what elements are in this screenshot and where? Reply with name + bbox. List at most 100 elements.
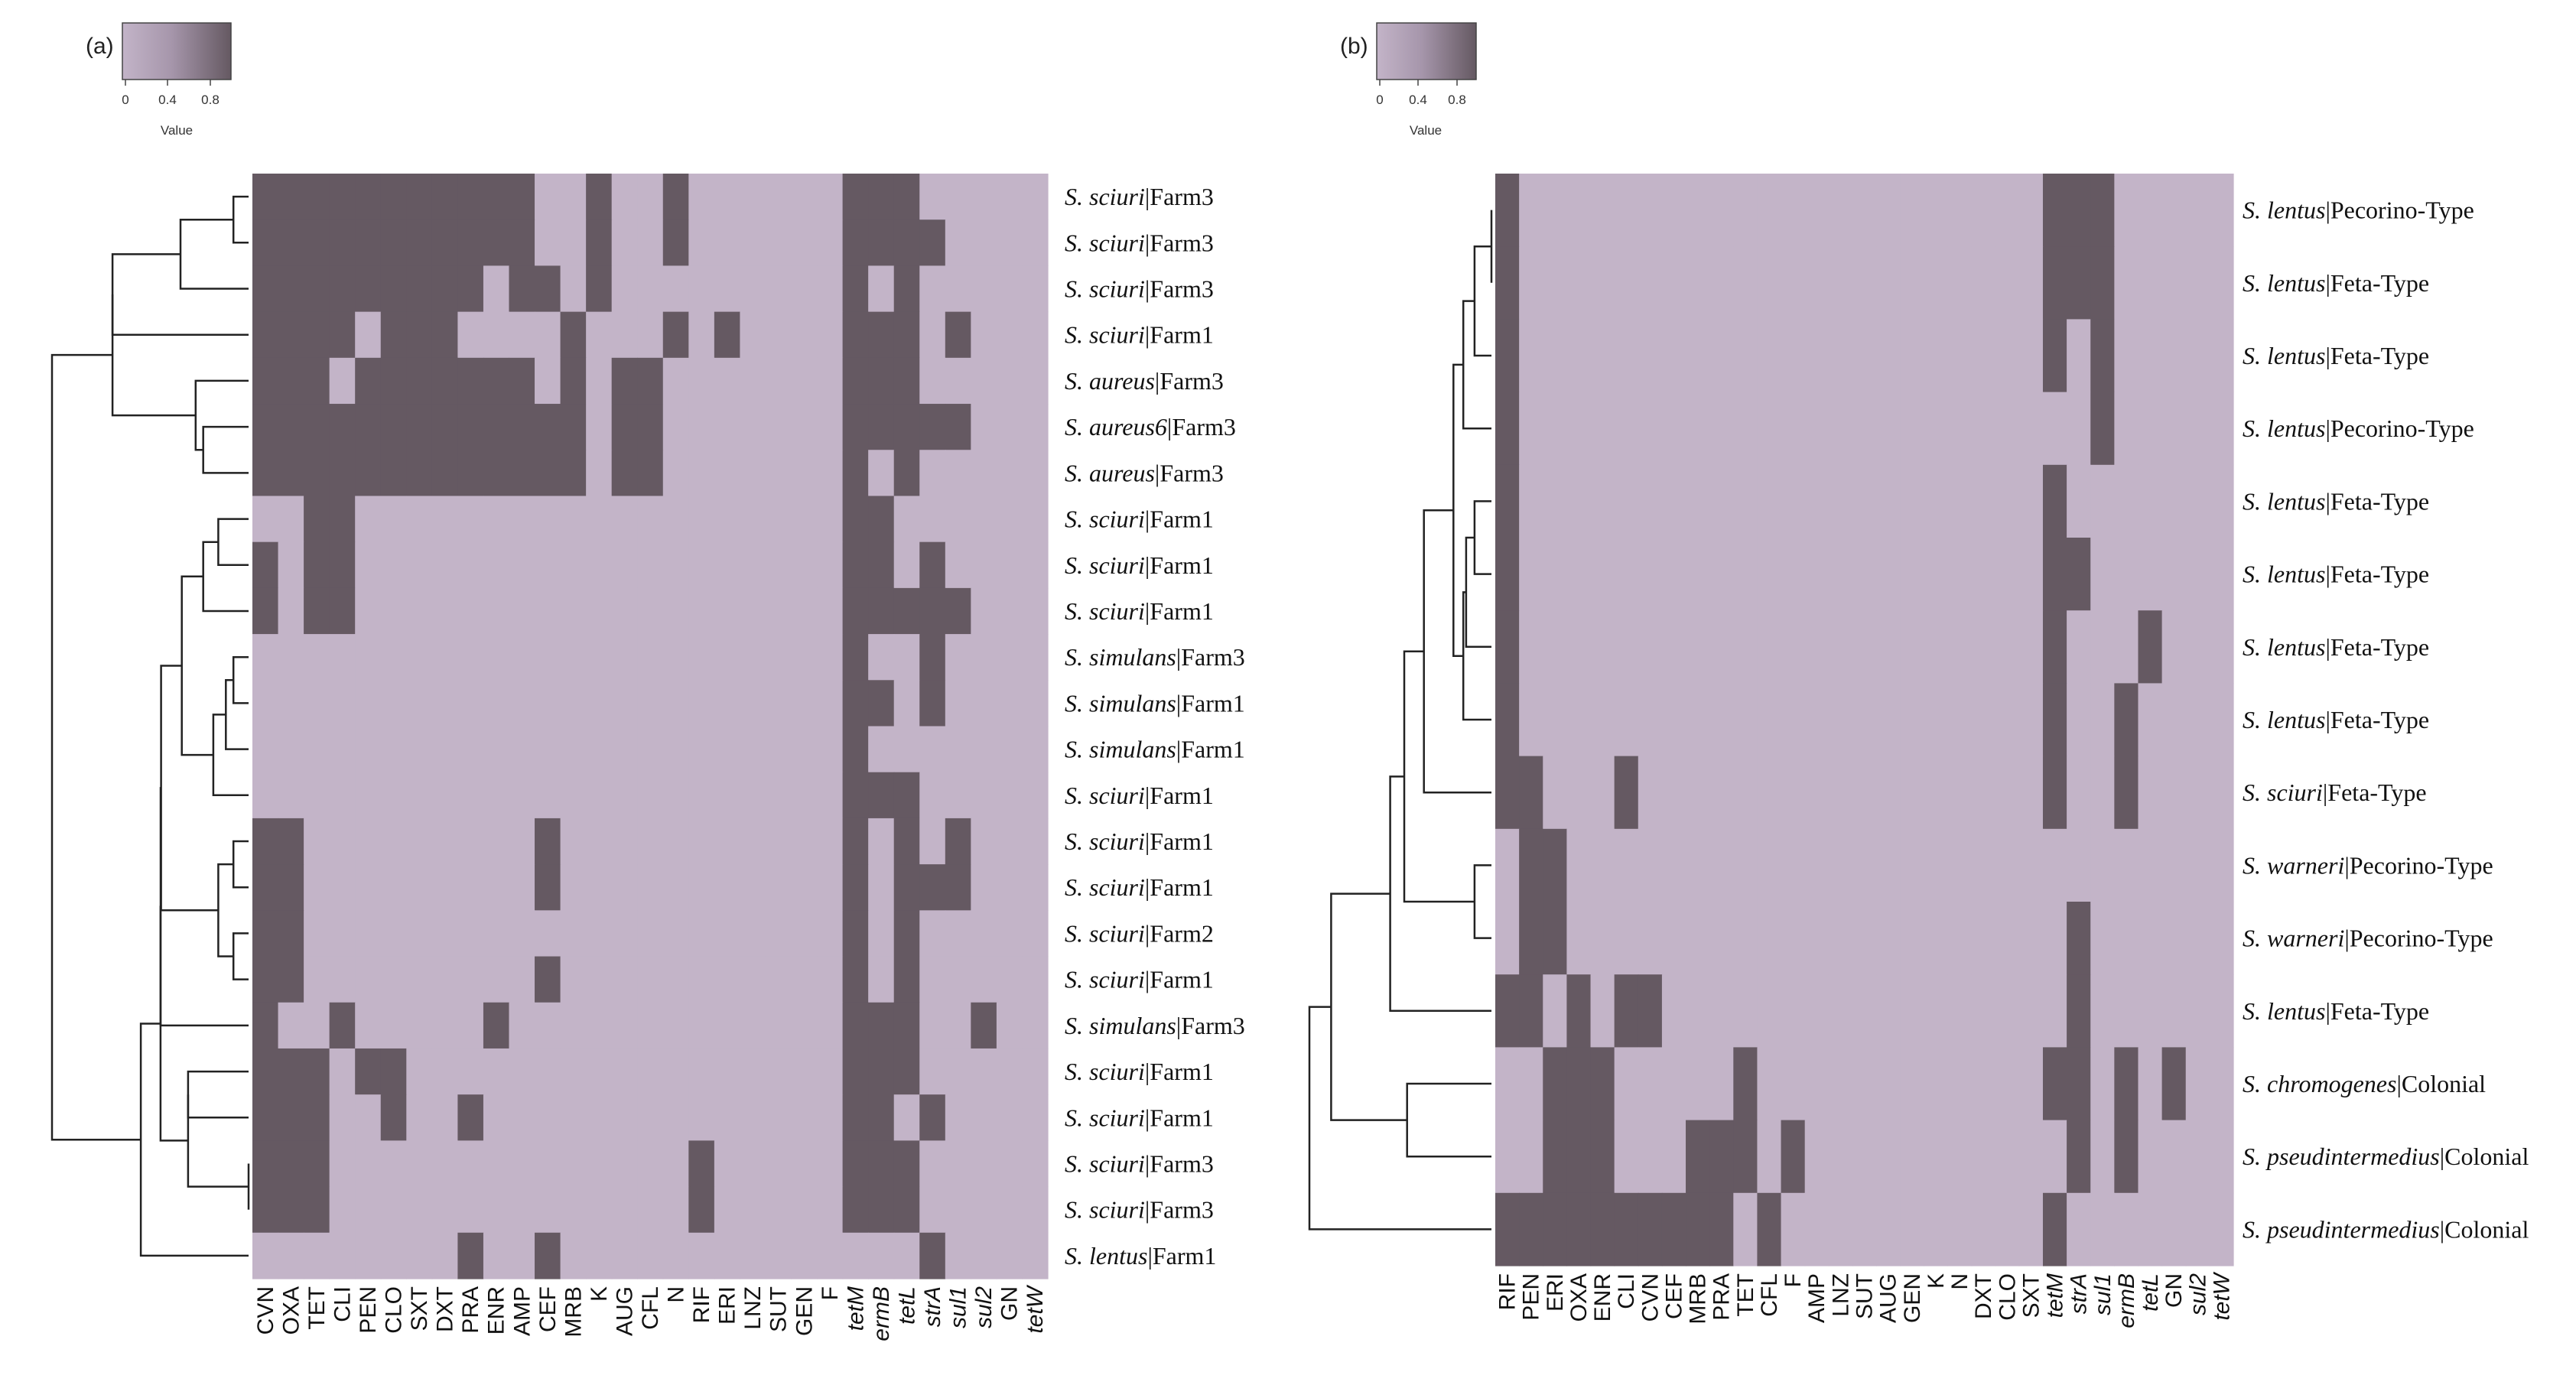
heatmap-cell	[2042, 610, 2067, 684]
heatmap-cell	[2067, 756, 2091, 830]
heatmap-cell	[611, 265, 638, 313]
row-label-source: |Farm3	[1155, 367, 1224, 395]
heatmap-cell	[1804, 538, 1830, 611]
heatmap-cell	[868, 1140, 895, 1188]
heatmap-cell	[535, 174, 561, 220]
heatmap-cell	[2042, 319, 2067, 393]
heatmap-cell	[560, 1232, 587, 1279]
heatmap-cell	[1519, 246, 1543, 320]
column-label: LNZ	[740, 1286, 766, 1330]
heatmap-cell	[586, 174, 613, 220]
heatmap-cell	[1543, 1192, 1567, 1266]
heatmap-cell	[868, 265, 895, 313]
heatmap-cell	[817, 1186, 844, 1234]
row-label-species: S. warneri	[2243, 851, 2344, 879]
row-label-source: |Farm1	[1147, 1242, 1216, 1270]
colorbar-tick-b-2: 0.8	[1448, 93, 1466, 107]
heatmap-cell	[586, 956, 613, 1003]
heatmap-cell	[483, 496, 510, 543]
heatmap-cell	[740, 864, 766, 911]
heatmap-cell	[560, 265, 587, 313]
heatmap-cell	[355, 174, 382, 220]
heatmap-cell	[1924, 538, 1949, 611]
heatmap-cell	[457, 265, 484, 313]
heatmap-cell	[868, 1186, 895, 1234]
heatmap-cell	[278, 496, 304, 543]
heatmap-cell	[1804, 174, 1830, 247]
heatmap-cell	[406, 219, 433, 267]
heatmap-cell	[278, 910, 304, 957]
heatmap-cell	[1995, 756, 2020, 830]
heatmap-cell	[431, 1094, 458, 1141]
dendrogram-branch	[160, 665, 219, 912]
heatmap-cell	[1828, 974, 1853, 1048]
column-label: ENR	[1590, 1273, 1615, 1322]
heatmap-cell	[406, 1048, 433, 1095]
heatmap-cell	[586, 864, 613, 911]
heatmap-cell	[919, 910, 946, 957]
heatmap-cell	[509, 1002, 535, 1049]
row-label-source: |Feta-Type	[2325, 269, 2429, 297]
heatmap-cell	[868, 219, 895, 267]
heatmap-cell	[483, 1094, 510, 1141]
heatmap-cell	[329, 1094, 356, 1141]
heatmap-cell	[662, 174, 689, 220]
heatmap-cell	[1757, 828, 1782, 902]
heatmap-cell	[893, 174, 920, 220]
heatmap-cell	[304, 1140, 330, 1188]
heatmap-cell	[1733, 902, 1758, 975]
colorbar-title-b: Value	[1410, 123, 1442, 138]
heatmap-cell	[304, 726, 330, 773]
heatmap-cell	[842, 864, 869, 911]
dendrogram-branch	[212, 714, 249, 797]
colorbar-tick-b-1: 0.4	[1409, 93, 1427, 107]
heatmap-cell	[2138, 246, 2163, 320]
heatmap-cell	[919, 634, 946, 681]
column-label: LNZ	[1828, 1273, 1853, 1317]
heatmap-cell	[1022, 587, 1049, 635]
heatmap-cell	[355, 404, 382, 450]
heatmap-cell	[971, 219, 997, 267]
heatmap-cell	[483, 680, 510, 727]
heatmap-cell	[1876, 902, 1901, 975]
heatmap-cell	[996, 311, 1023, 359]
row-label-species: S. sciuri	[1065, 183, 1145, 210]
heatmap-cell	[714, 541, 741, 589]
dendrogram-branch	[225, 679, 249, 750]
heatmap-cell	[380, 956, 407, 1003]
heatmap-cell	[1852, 246, 1877, 320]
heatmap-cell	[1543, 392, 1567, 466]
heatmap-cell	[842, 265, 869, 313]
heatmap-cell	[586, 680, 613, 727]
heatmap-cell	[1971, 1047, 1996, 1121]
heatmap-cell	[355, 864, 382, 911]
column-label: sul2	[2185, 1273, 2210, 1315]
heatmap-cell	[919, 956, 946, 1003]
heatmap-cell	[611, 1186, 638, 1234]
row-label-species: S. aureus	[1065, 367, 1155, 395]
heatmap-cell	[1638, 174, 1663, 247]
heatmap-cell	[1971, 683, 1996, 757]
heatmap-cell	[457, 956, 484, 1003]
heatmap-cell	[2209, 974, 2234, 1048]
row-label-source: |Farm1	[1145, 966, 1214, 993]
heatmap-cell	[483, 174, 510, 220]
heatmap-cell	[996, 496, 1023, 543]
heatmap-cell	[817, 818, 844, 865]
heatmap-cell	[1924, 974, 1949, 1048]
heatmap-cell	[2138, 756, 2163, 830]
heatmap-cell	[1686, 1192, 1710, 1266]
heatmap-cell	[2042, 828, 2067, 902]
row-label-source: |Feta-Type	[2325, 487, 2429, 515]
heatmap-cell	[278, 587, 304, 635]
heatmap-cell	[431, 864, 458, 911]
heatmap-cell	[1543, 246, 1567, 320]
heatmap-cell	[637, 726, 664, 773]
heatmap-cell	[893, 450, 920, 497]
row-label-species: S. aureus6	[1065, 413, 1167, 441]
column-label: SXT	[2018, 1273, 2044, 1318]
heatmap-cell	[406, 1232, 433, 1279]
heatmap-cell	[1781, 756, 1806, 830]
column-label: tetL	[894, 1286, 919, 1325]
